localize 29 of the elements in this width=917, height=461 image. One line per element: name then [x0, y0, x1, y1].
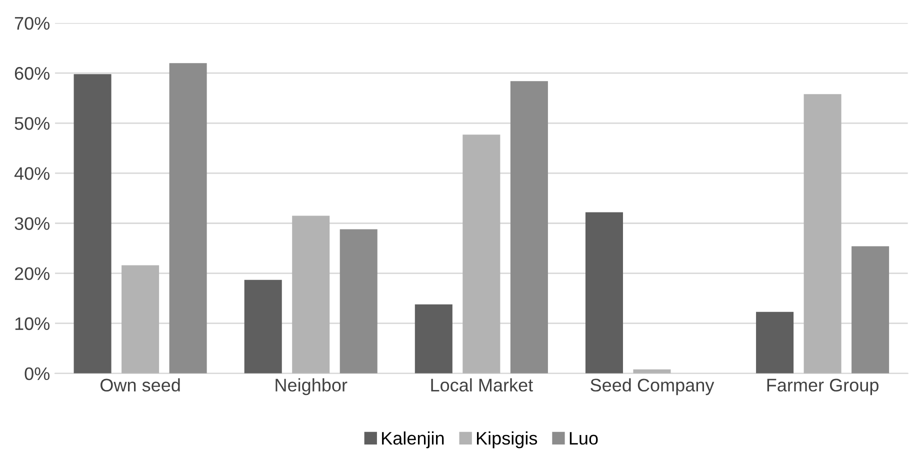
- legend-label: Kipsigis: [476, 431, 538, 448]
- bar: [292, 216, 330, 374]
- bar: [462, 134, 500, 374]
- bar: [414, 304, 452, 374]
- bar: [169, 63, 207, 374]
- x-tick-label: Neighbor: [276, 378, 348, 396]
- y-tick-label: 60%: [14, 67, 50, 80]
- legend-label: Kalenjin: [382, 431, 444, 448]
- bar: [510, 81, 548, 374]
- y-tick-label: 20%: [14, 267, 50, 280]
- bar: [122, 265, 160, 374]
- bar: [804, 94, 842, 374]
- x-tick-label: Farmer Group: [767, 378, 878, 396]
- x-tick-label: Own seed: [100, 378, 180, 392]
- x-tick-label: Seed Company: [590, 378, 714, 396]
- y-tick-label: 10%: [15, 317, 50, 330]
- y-tick-label: 50%: [14, 117, 50, 130]
- y-tick-label: 40%: [14, 167, 50, 180]
- bar: [585, 212, 623, 374]
- x-tick-label: Local Market: [431, 378, 533, 392]
- y-tick-label: 30%: [14, 217, 50, 230]
- y-tick-label: 0%: [24, 367, 50, 380]
- y-tick-label: 70%: [14, 16, 50, 30]
- bar: [756, 312, 794, 374]
- bar: [74, 74, 112, 374]
- bar: [852, 246, 890, 374]
- bar: [244, 280, 282, 374]
- legend-label: Luo: [570, 432, 598, 445]
- bar: [340, 229, 378, 374]
